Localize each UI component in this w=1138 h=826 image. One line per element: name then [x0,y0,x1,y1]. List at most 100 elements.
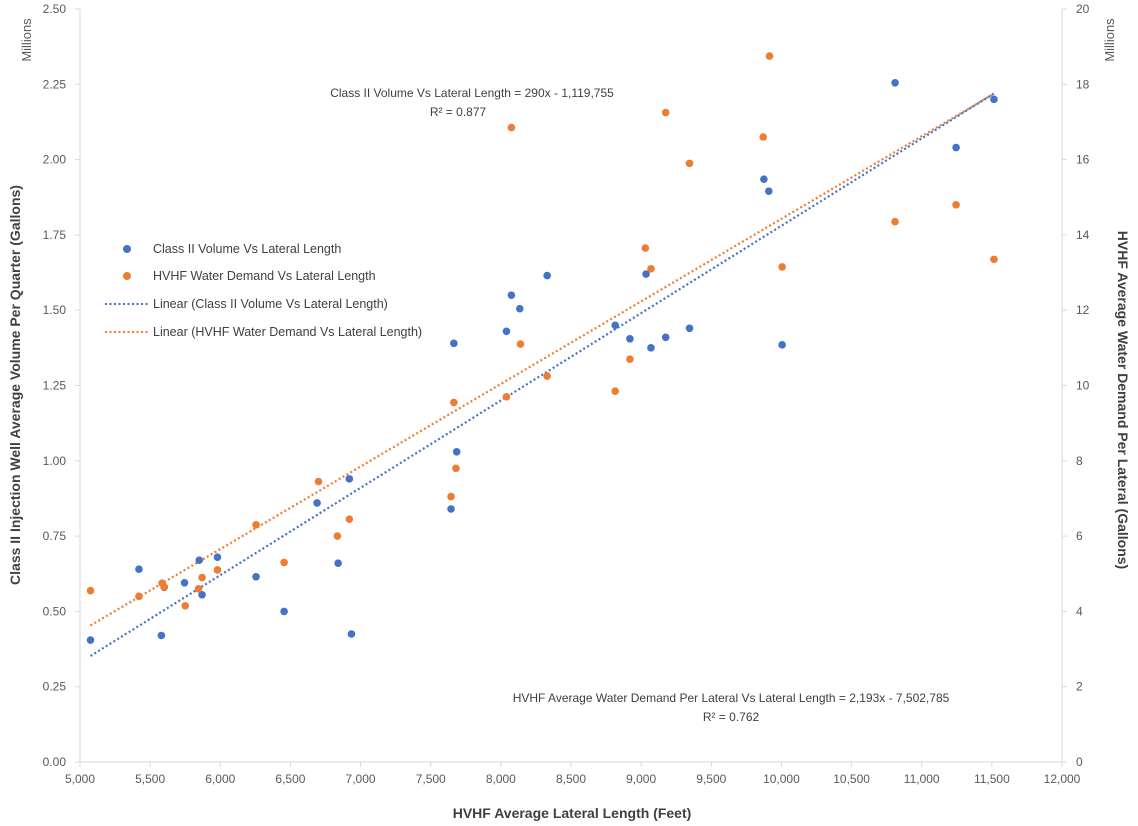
x-tick-label: 5,000 [65,772,95,786]
hvhf-r2-label: R² = 0.762 [703,710,760,724]
y-left-tick-label: 2.00 [43,153,67,167]
class2-point [213,553,222,561]
y-left-tick-label: 1.25 [43,379,67,393]
class2-point [452,447,461,456]
right-unit-label: Millions [1102,18,1117,62]
hvhf-point [280,558,288,567]
hvhf-point [507,123,516,132]
x-tick-label: 11,000 [904,772,940,786]
y-right-axis-title: HVHF Average Water Demand Per Lateral (G… [1115,231,1131,569]
x-tick-label: 8,000 [486,772,516,786]
hvhf-point [759,133,767,141]
legend-label-hvhf: HVHF Water Demand Vs Lateral Length [153,269,376,283]
hvhf-point [765,52,774,60]
class2-point [990,95,998,104]
y-right-tick-label: 20 [1076,2,1090,16]
class2-point [661,333,670,342]
x-tick-label: 8,500 [556,772,586,786]
x-tick-label: 5,500 [135,772,165,786]
y-left-tick-label: 0.25 [43,680,67,694]
y-left-axis-title: Class II Injection Well Average Volume P… [7,185,23,585]
trendlines [89,92,995,657]
class2-point [626,335,634,343]
x-tick-labels: 5,000 5,500 6,000 6,500 7,000 7,500 8,000 8,500… [65,762,1081,786]
y-right-tick-label: 16 [1076,153,1090,167]
y-right-tick-label: 0 [1076,755,1083,769]
class2-point [952,143,960,152]
hvhf-point [160,583,168,591]
legend-marker-class2 [123,245,131,253]
class2-point [313,499,321,507]
class2-point [891,78,899,87]
hvhf-point [345,515,354,523]
hvhf-point [685,159,694,168]
x-tick-label: 9,500 [696,772,726,786]
y-right-tick-label: 18 [1076,77,1090,91]
hvhf-point [990,255,998,264]
class2-point [334,559,342,568]
hvhf-point [502,392,511,401]
x-tick-label: 10,500 [833,772,870,786]
y-left-tick-label: 0.00 [43,755,67,769]
class2-point [760,175,768,183]
y-right-tick-label: 10 [1076,379,1090,393]
hvhf-point [447,492,455,501]
class2-point [642,270,650,278]
class2-point [86,636,95,644]
class2-point [252,572,260,581]
y-right-tick-label: 2 [1076,680,1083,694]
class2-point [543,271,551,280]
class2-point [345,475,354,483]
class2-point [157,631,166,640]
hvhf-point [198,573,206,582]
y-left-tick-labels: 0.00 0.25 0.50 0.75 1.00 1.25 1.50 1.75 2.00 2.25… [43,2,80,769]
hvhf-point [452,464,460,473]
hvhf-point [891,217,899,226]
y-right-tick-label: 6 [1076,529,1083,543]
y-left-tick-label: 2.25 [43,77,67,91]
left-unit-label: Millions [19,18,34,62]
y-right-tick-label: 12 [1076,303,1090,317]
x-tick-label: 11,500 [974,772,1010,786]
class2-point [135,565,143,574]
y-left-tick-label: 1.00 [43,454,67,468]
hvhf-point [647,264,655,273]
x-tick-label: 7,000 [346,772,376,786]
class2-point [280,607,288,616]
class2-point [450,339,458,348]
class2-point [765,187,773,196]
legend-label-hvhf-trend: Linear (HVHF Water Demand Vs Lateral Len… [153,325,422,339]
hvhf-point [543,372,551,380]
y-right-tick-label: 4 [1076,604,1083,618]
trendline-hvhf [89,92,995,627]
class2-point [685,324,694,333]
class2-point [507,291,516,299]
x-tick-label: 6,500 [275,772,305,786]
class2-point [515,304,524,313]
x-tick-label: 10,000 [763,772,800,786]
class2-point [647,344,655,352]
x-tick-label: 7,500 [416,772,446,786]
hvhf-point [952,200,960,209]
hvhf-point [626,355,634,363]
hvhf-point [213,566,222,574]
hvhf-point [86,586,95,595]
y-left-tick-label: 1.50 [43,303,67,317]
x-tick-label: 6,000 [205,772,235,786]
data-points [86,52,998,644]
trendline-class2 [89,92,995,657]
y-left-tick-label: 1.75 [43,228,67,242]
y-left-tick-label: 2.50 [43,2,67,16]
hvhf-point [194,585,203,593]
hvhf-point [516,340,525,348]
legend-label-class2-trend: Linear (Class II Volume Vs Lateral Lengt… [153,297,388,311]
hvhf-point [778,263,786,271]
class2-point [347,630,356,638]
y-right-tick-label: 14 [1076,228,1090,242]
class2-point [502,327,511,336]
hvhf-equation-label: HVHF Average Water Demand Per Lateral Vs… [513,691,950,705]
class2-point [198,591,206,599]
x-axis-title: HVHF Average Lateral Length (Feet) [453,805,692,821]
hvhf-point [661,108,670,117]
